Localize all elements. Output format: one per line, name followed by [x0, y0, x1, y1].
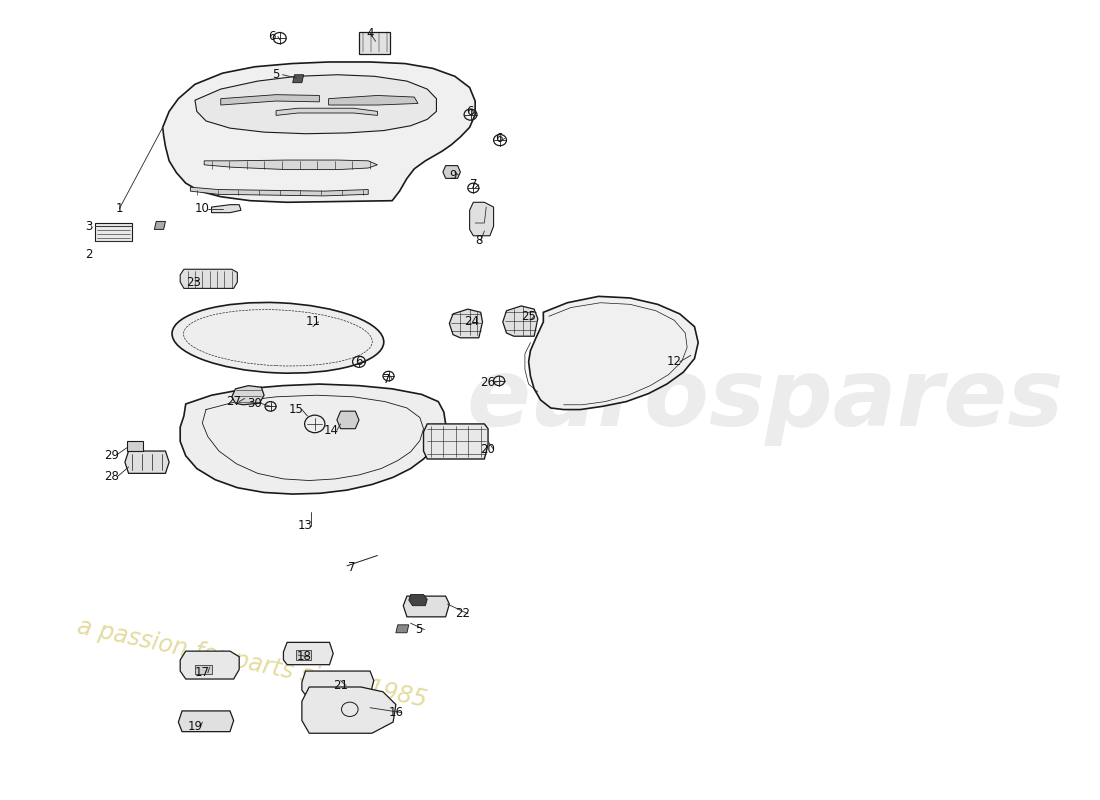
Text: 14: 14: [323, 424, 339, 437]
Polygon shape: [293, 74, 304, 82]
Polygon shape: [195, 665, 211, 674]
Text: 25: 25: [521, 310, 536, 322]
Polygon shape: [301, 671, 374, 695]
Text: 7: 7: [470, 178, 477, 191]
Text: 19: 19: [187, 720, 202, 734]
Text: 11: 11: [306, 315, 320, 328]
Text: 28: 28: [104, 470, 120, 483]
Text: 22: 22: [454, 607, 470, 620]
Polygon shape: [211, 205, 241, 213]
Polygon shape: [195, 74, 437, 134]
Text: eurospares: eurospares: [466, 354, 1065, 446]
Polygon shape: [470, 202, 494, 236]
Text: 29: 29: [104, 450, 120, 462]
Text: 8: 8: [475, 234, 483, 247]
Polygon shape: [178, 711, 233, 732]
Text: 2: 2: [85, 249, 92, 262]
Text: 20: 20: [481, 443, 495, 456]
Polygon shape: [449, 309, 483, 338]
Text: 30: 30: [248, 397, 262, 410]
Polygon shape: [180, 270, 238, 288]
Polygon shape: [529, 296, 698, 410]
Text: 7: 7: [348, 561, 355, 574]
Polygon shape: [284, 642, 333, 665]
Polygon shape: [96, 223, 132, 241]
Polygon shape: [396, 625, 409, 633]
Text: 5: 5: [415, 623, 422, 636]
Polygon shape: [301, 687, 396, 734]
Text: 16: 16: [388, 706, 404, 719]
Text: 26: 26: [481, 376, 496, 389]
Polygon shape: [221, 94, 319, 105]
Text: 1: 1: [116, 202, 123, 215]
Polygon shape: [329, 95, 418, 105]
Text: 27: 27: [227, 395, 241, 408]
Text: 18: 18: [296, 650, 311, 663]
Text: 6: 6: [355, 355, 363, 368]
Polygon shape: [337, 411, 359, 429]
Polygon shape: [190, 187, 368, 196]
Text: 6: 6: [495, 132, 503, 145]
Text: 12: 12: [667, 355, 682, 368]
Text: 23: 23: [186, 275, 200, 289]
Polygon shape: [232, 386, 264, 405]
Polygon shape: [276, 108, 377, 115]
Polygon shape: [443, 166, 461, 178]
Polygon shape: [424, 424, 488, 459]
Text: 15: 15: [289, 403, 304, 416]
Polygon shape: [503, 306, 538, 336]
Polygon shape: [125, 451, 169, 474]
Text: 21: 21: [333, 679, 348, 692]
Polygon shape: [359, 32, 390, 54]
Text: 5: 5: [273, 68, 279, 82]
Text: 3: 3: [86, 220, 92, 233]
Text: 24: 24: [464, 315, 478, 328]
Ellipse shape: [172, 302, 384, 373]
Text: 6: 6: [268, 30, 276, 43]
Text: 10: 10: [195, 202, 210, 215]
Polygon shape: [404, 596, 449, 617]
Polygon shape: [163, 62, 475, 202]
Text: 6: 6: [466, 105, 473, 118]
Polygon shape: [180, 651, 239, 679]
Text: 13: 13: [298, 519, 314, 533]
Polygon shape: [126, 442, 143, 451]
Text: a passion for parts since 1985: a passion for parts since 1985: [75, 614, 429, 712]
Polygon shape: [409, 594, 427, 606]
Text: 9: 9: [449, 169, 456, 182]
Text: 7: 7: [383, 373, 390, 386]
Polygon shape: [296, 650, 311, 660]
Polygon shape: [205, 160, 377, 170]
Text: 4: 4: [366, 26, 374, 40]
Polygon shape: [154, 222, 165, 230]
Text: 17: 17: [195, 666, 210, 679]
Polygon shape: [180, 384, 446, 494]
